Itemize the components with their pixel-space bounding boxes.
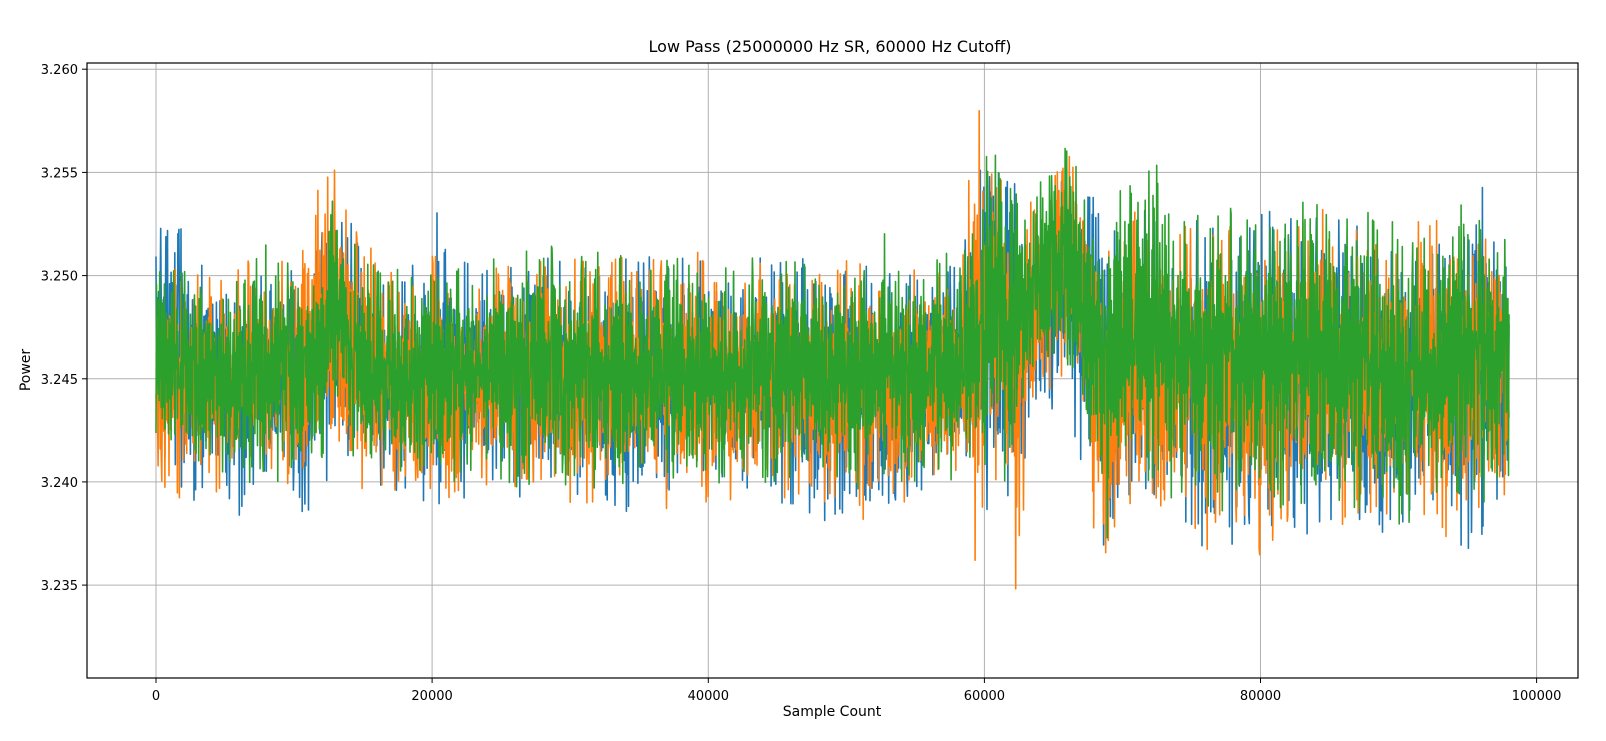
series-line-3 [155,147,1510,539]
y-tick-label: 3.235 [41,579,78,594]
x-tick-label: 100000 [1512,689,1562,704]
x-tick-label: 40000 [688,689,729,704]
x-axis-ticks: 0 20000 40000 60000 80000 100000 [152,678,1562,704]
y-axis-ticks: 3.235 3.240 3.245 3.250 3.255 3.260 [41,63,87,594]
y-tick-label: 3.260 [41,63,78,78]
y-axis-label: Power [18,349,34,392]
x-tick-label: 80000 [1240,689,1281,704]
y-tick-label: 3.255 [41,166,78,181]
x-tick-label: 20000 [411,689,452,704]
plot-frame [86,62,1579,679]
chart-title: Low Pass (25000000 Hz SR, 60000 Hz Cutof… [649,37,1012,56]
x-tick-label: 0 [152,689,160,704]
y-tick-label: 3.240 [41,476,78,491]
y-tick-label: 3.250 [41,270,78,285]
series-lines [155,109,1510,590]
x-axis-label: Sample Count [783,704,882,720]
x-tick-label: 60000 [964,689,1005,704]
y-tick-label: 3.245 [41,373,78,388]
